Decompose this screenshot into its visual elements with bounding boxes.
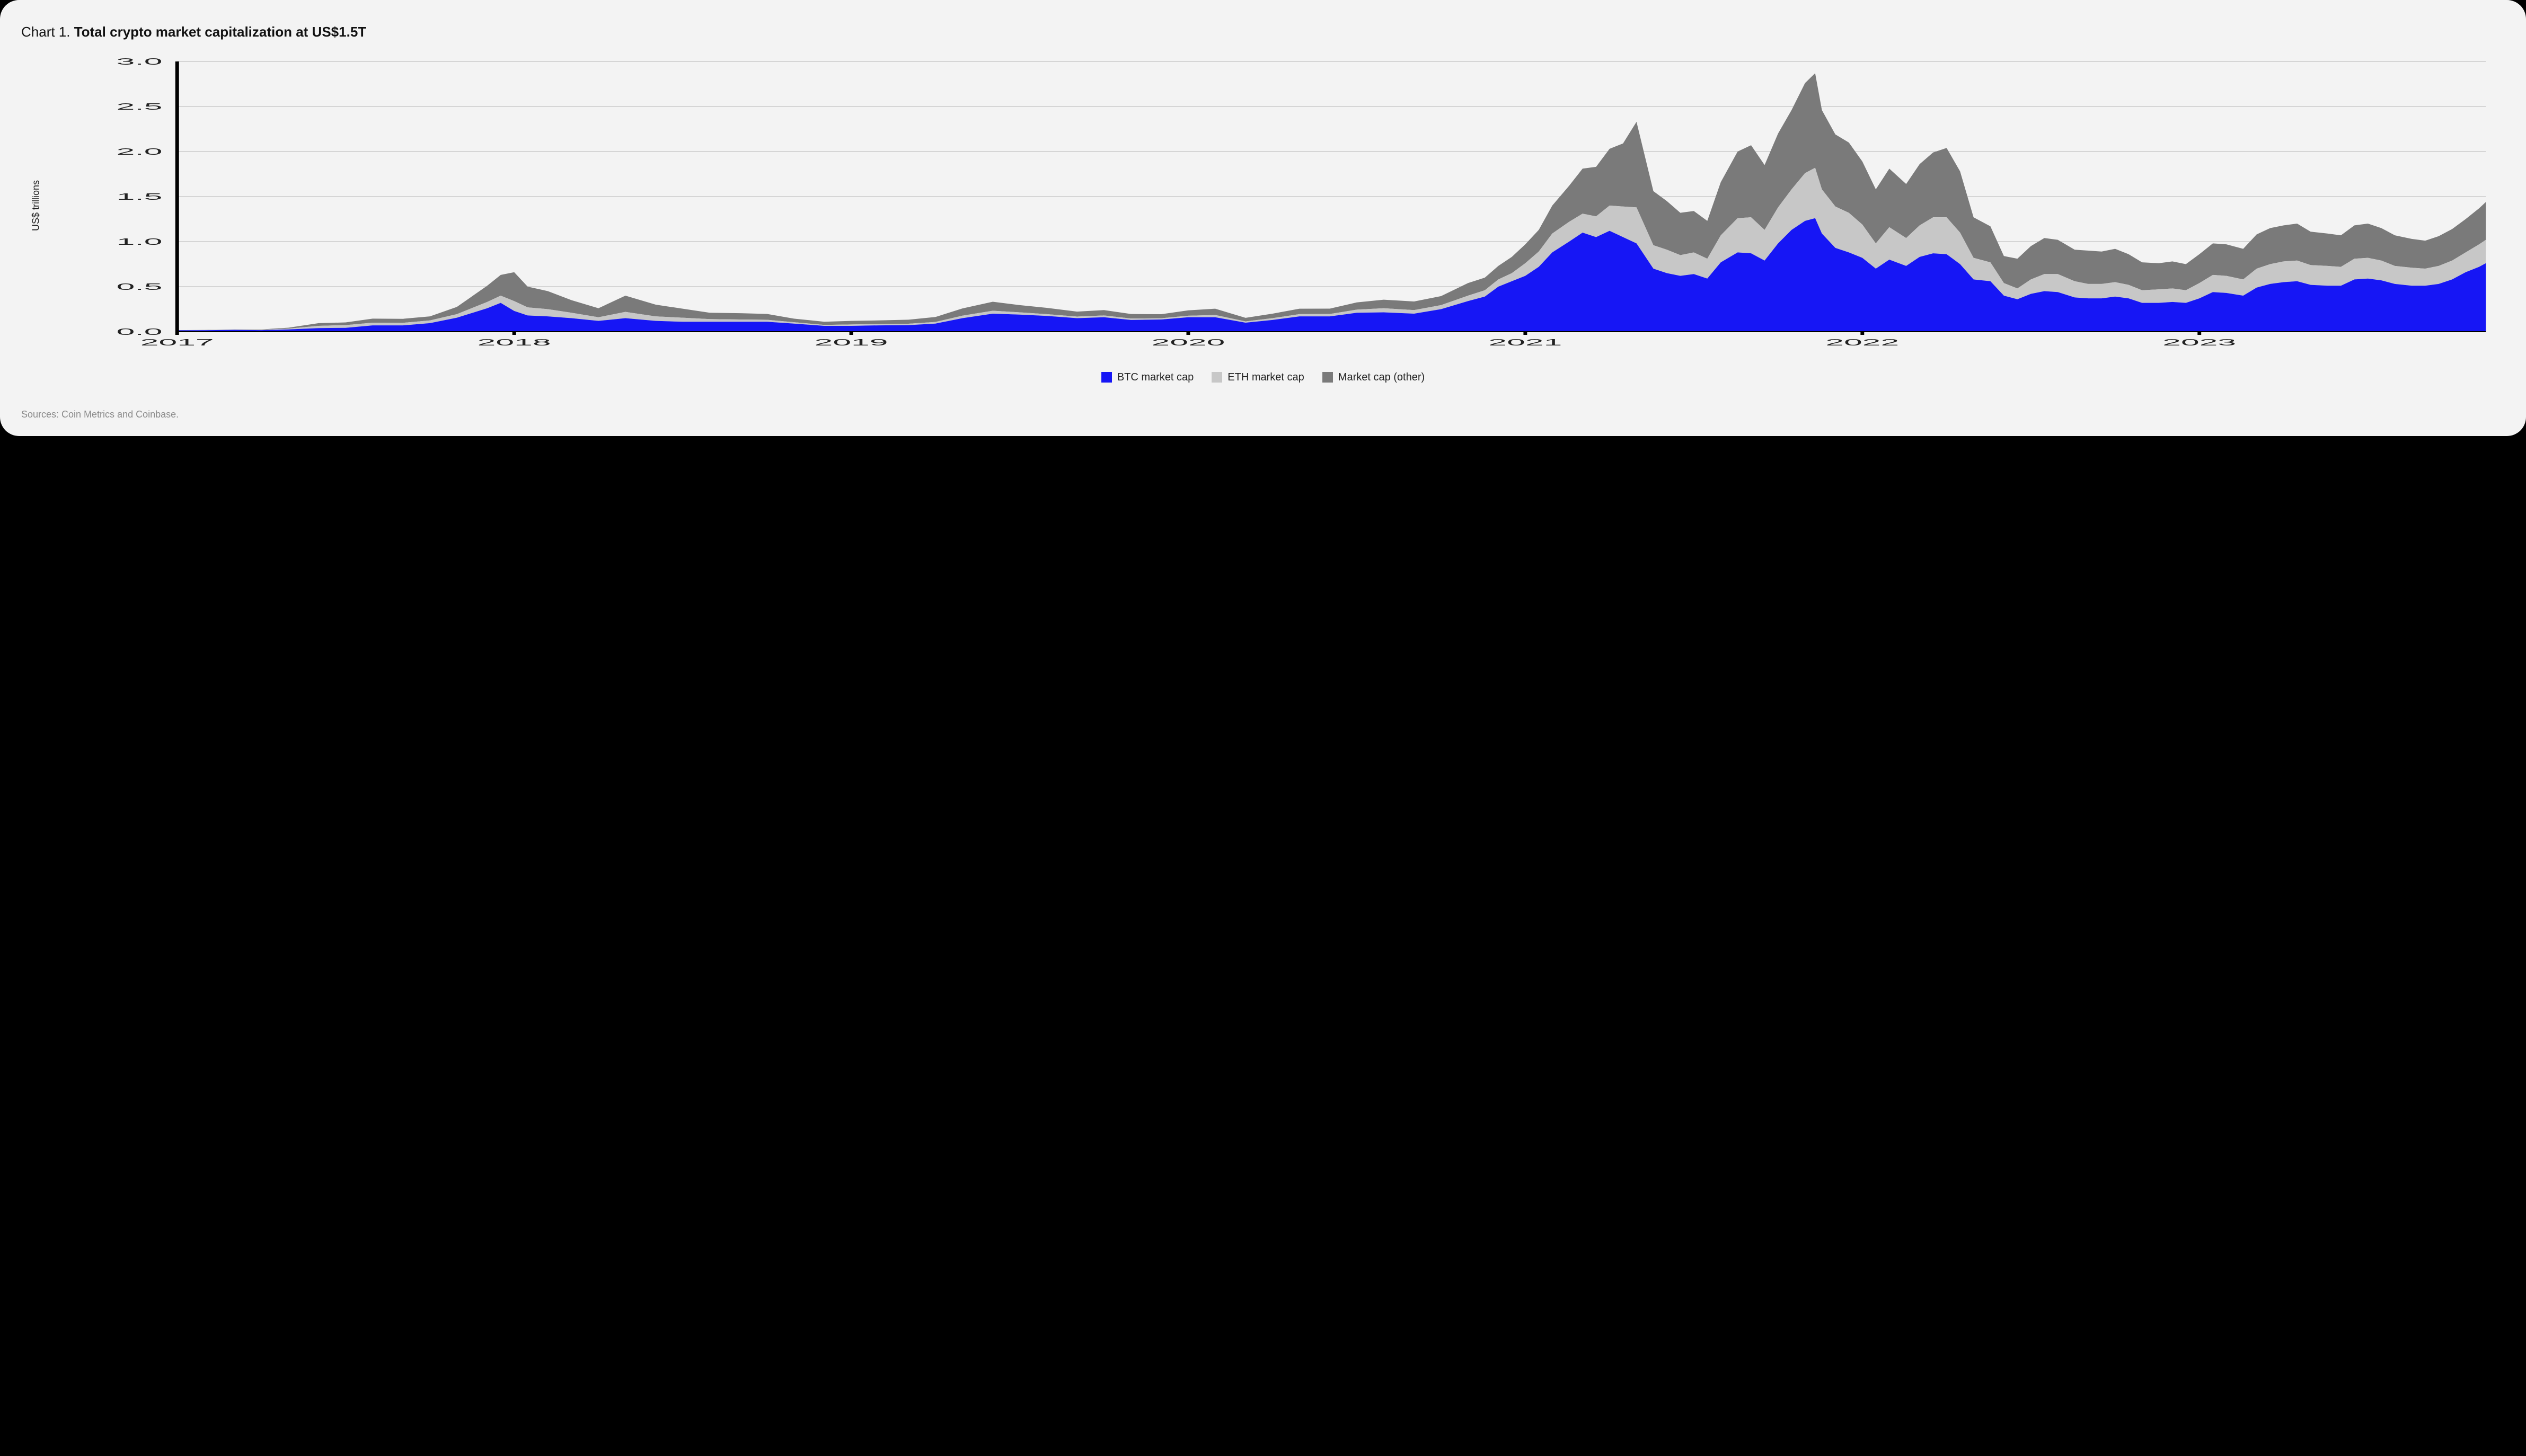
svg-text:2018: 2018: [478, 336, 551, 347]
svg-text:2023: 2023: [2162, 336, 2236, 347]
svg-text:2017: 2017: [140, 336, 214, 347]
chart-card: Chart 1. Total crypto market capitalizat…: [0, 0, 2526, 436]
svg-text:2.5: 2.5: [117, 101, 163, 111]
svg-text:2021: 2021: [1488, 336, 1562, 347]
legend-swatch: [1101, 372, 1112, 383]
legend-label: BTC market cap: [1117, 371, 1194, 384]
y-axis-title: US$ trillions: [31, 180, 42, 231]
legend-swatch: [1322, 372, 1333, 383]
chart-title-bold: Total crypto market capitalization at US…: [74, 24, 366, 40]
chart-title: Chart 1. Total crypto market capitalizat…: [21, 23, 2505, 41]
svg-text:2.0: 2.0: [117, 146, 163, 156]
svg-text:2019: 2019: [815, 336, 888, 347]
legend-item: BTC market cap: [1101, 371, 1194, 384]
legend-swatch: [1212, 372, 1222, 383]
svg-text:2020: 2020: [1152, 336, 1225, 347]
chart-wrap: US$ trillions 0.0 0.5 1.0 1.5 2.0 2.5 3.0 2017 2…: [21, 56, 2505, 356]
stacked-area-chart: 0.0 0.5 1.0 1.5 2.0 2.5 3.0 2017 2018 2019 2020 202…: [74, 56, 2501, 353]
svg-text:1.5: 1.5: [117, 191, 163, 201]
plot-area: 0.0 0.5 1.0 1.5 2.0 2.5 3.0 2017 2018 2019 2020 202…: [74, 56, 2501, 356]
svg-text:2022: 2022: [1825, 336, 1899, 347]
legend-item: Market cap (other): [1322, 371, 1425, 384]
svg-text:1.0: 1.0: [117, 236, 163, 246]
legend-item: ETH market cap: [1212, 371, 1304, 384]
legend: BTC market cap ETH market cap Market cap (…: [21, 371, 2505, 384]
sources-caption: Sources: Coin Metrics and Coinbase.: [21, 409, 2505, 420]
legend-label: ETH market cap: [1227, 371, 1304, 384]
chart-title-prefix: Chart 1.: [21, 24, 74, 40]
legend-label: Market cap (other): [1338, 371, 1425, 384]
svg-text:3.0: 3.0: [117, 56, 163, 67]
svg-text:0.0: 0.0: [117, 326, 163, 336]
svg-text:0.5: 0.5: [117, 281, 163, 291]
